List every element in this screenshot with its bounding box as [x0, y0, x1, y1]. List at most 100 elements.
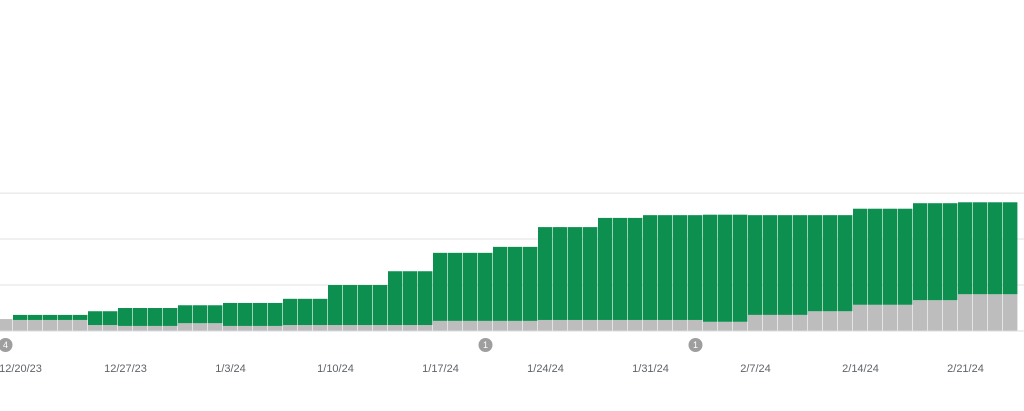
bar-segment	[703, 321, 718, 331]
x-tick-label: 1/31/24	[632, 363, 669, 375]
bar-segment	[733, 321, 748, 331]
bar-segment	[838, 215, 853, 312]
bar-segment	[538, 319, 553, 331]
bar-segment	[853, 208, 868, 305]
bar-segment	[448, 320, 463, 331]
bar-segment	[43, 319, 58, 331]
bar-segment	[43, 314, 58, 320]
bar-segment	[898, 208, 913, 305]
x-tick-label: 2/21/24	[947, 363, 984, 375]
bar-segment	[253, 302, 268, 326]
bar-segment	[298, 325, 313, 331]
bar-segment	[13, 319, 28, 331]
x-tick-label: 2/7/24	[740, 363, 771, 375]
annotation-label: 4	[3, 340, 8, 350]
bar-segment	[283, 298, 298, 326]
bar-segment	[403, 271, 418, 326]
bar-segment	[478, 320, 493, 331]
bar-segment	[568, 227, 583, 320]
bar-segment	[808, 311, 823, 331]
bar-segment	[193, 323, 208, 331]
bar-segment	[238, 325, 253, 331]
bar-segment	[13, 314, 28, 320]
bar-segment	[133, 308, 148, 326]
bar-segment	[733, 214, 748, 322]
bar-segment	[118, 325, 133, 331]
bar-segment	[208, 305, 223, 324]
bar-segment	[163, 325, 178, 331]
bar-segment	[928, 300, 943, 331]
bar-segment	[478, 252, 493, 321]
bar-segment	[838, 311, 853, 331]
x-tick-label: 1/3/24	[215, 363, 246, 375]
bar-segment	[988, 202, 1003, 295]
bar-segment	[553, 319, 568, 331]
annotation-marker[interactable]	[688, 338, 703, 352]
bar-segment	[523, 320, 538, 331]
bar-segment	[163, 308, 178, 326]
annotation-marker[interactable]	[0, 338, 13, 352]
bar-segment	[643, 319, 658, 331]
bar-segment	[448, 252, 463, 321]
bar-segment	[823, 215, 838, 312]
bar-segment	[148, 325, 163, 331]
bar-segment	[928, 203, 943, 301]
bar-segment	[853, 304, 868, 331]
bar-segment	[313, 325, 328, 331]
bar-segment	[943, 300, 958, 331]
annotation-marker[interactable]	[478, 338, 493, 352]
bar-segment	[73, 314, 88, 320]
bar-segment	[943, 203, 958, 301]
bar-segment	[133, 325, 148, 331]
bar-segment	[868, 208, 883, 305]
bar-segment	[628, 319, 643, 331]
bar-segment	[583, 227, 598, 320]
x-tick-label: 1/10/24	[317, 363, 354, 375]
bar-segment	[88, 325, 103, 331]
bar-segment	[343, 325, 358, 331]
bar-segment	[268, 302, 283, 326]
bar-segment	[913, 203, 928, 301]
bar-segment	[103, 325, 118, 331]
bar-segment	[763, 215, 778, 315]
bar-segment	[598, 319, 613, 331]
bar-segment	[493, 246, 508, 321]
bar-segment	[898, 304, 913, 331]
bar-segment	[283, 325, 298, 331]
bar-segment	[193, 305, 208, 324]
bar-segment	[748, 215, 763, 315]
bar-segment	[763, 314, 778, 331]
bar-segment	[1003, 202, 1018, 295]
bar-segment	[238, 302, 253, 326]
bar-segment	[568, 319, 583, 331]
annotation-label: 1	[693, 340, 698, 350]
bar-segment	[883, 208, 898, 305]
bar-segment	[523, 246, 538, 321]
bar-segment	[373, 325, 388, 331]
bar-segment	[868, 304, 883, 331]
bar-segment	[223, 325, 238, 331]
x-tick-label: 1/24/24	[527, 363, 564, 375]
bar-segment	[793, 314, 808, 331]
bar-segment	[58, 319, 73, 331]
bar-segment	[973, 202, 988, 295]
bar-segment	[358, 325, 373, 331]
bar-segment	[673, 319, 688, 331]
bar-segment	[958, 294, 973, 331]
bar-segment	[973, 294, 988, 331]
bar-segment	[748, 314, 763, 331]
bar-segment	[508, 320, 523, 331]
bar-segment	[463, 320, 478, 331]
bar-segment	[718, 214, 733, 322]
bar-segment	[103, 311, 118, 326]
bar-segment	[688, 215, 703, 320]
bar-segment	[358, 285, 373, 326]
bar-segment	[658, 215, 673, 320]
bar-segment	[493, 320, 508, 331]
bar-segment	[223, 302, 238, 326]
x-tick-label: 12/27/23	[104, 363, 147, 375]
bar-segment	[418, 325, 433, 331]
bar-segment	[553, 227, 568, 320]
bar-segment	[28, 314, 43, 320]
